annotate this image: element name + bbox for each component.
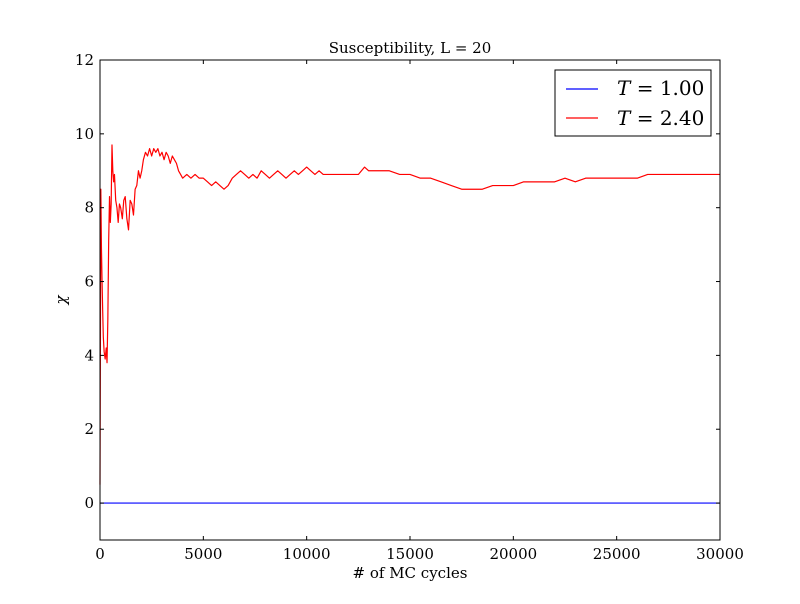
legend: T = 1.00 T = 2.40 [554,69,712,137]
plot-area [100,60,720,540]
y-tick-label: 8 [84,199,94,217]
y-tick-label: 0 [84,494,94,512]
y-tick-label: 2 [84,420,94,438]
legend-value-t240: = 2.40 [637,106,705,130]
y-tick-label: 12 [75,51,94,69]
y-tick-label: 10 [75,125,94,143]
series-layer [99,144,720,504]
y-axis-label: χ [52,295,70,306]
x-tick-label: 10000 [283,545,331,563]
x-tick-label: 5000 [184,545,222,563]
x-tick-label: 30000 [696,545,744,563]
y-tick-label: 6 [84,273,94,291]
x-tick-label: 15000 [386,545,434,563]
y-tick-label: 4 [84,346,94,364]
axis-ticks: 0 5000 10000 15000 20000 25000 30000 0 2 4 6 8 10 12 [75,51,744,563]
series-line-t240 [99,144,720,485]
plot-frame [99,59,721,541]
x-tick-label: 25000 [593,545,641,563]
legend-entry-t240: T = 2.40 [617,106,704,130]
legend-symbol-t100: T [617,76,632,100]
legend-box [554,69,712,137]
x-tick-label: 20000 [489,545,537,563]
x-tick-label: 0 [95,545,105,563]
legend-value-t100: = 1.00 [637,76,705,100]
chart-title: Susceptibility, L = 20 [329,39,492,57]
x-axis-label: # of MC cycles [353,564,468,582]
legend-entry-t100: T = 1.00 [617,76,704,100]
legend-symbol-t240: T [617,106,632,130]
